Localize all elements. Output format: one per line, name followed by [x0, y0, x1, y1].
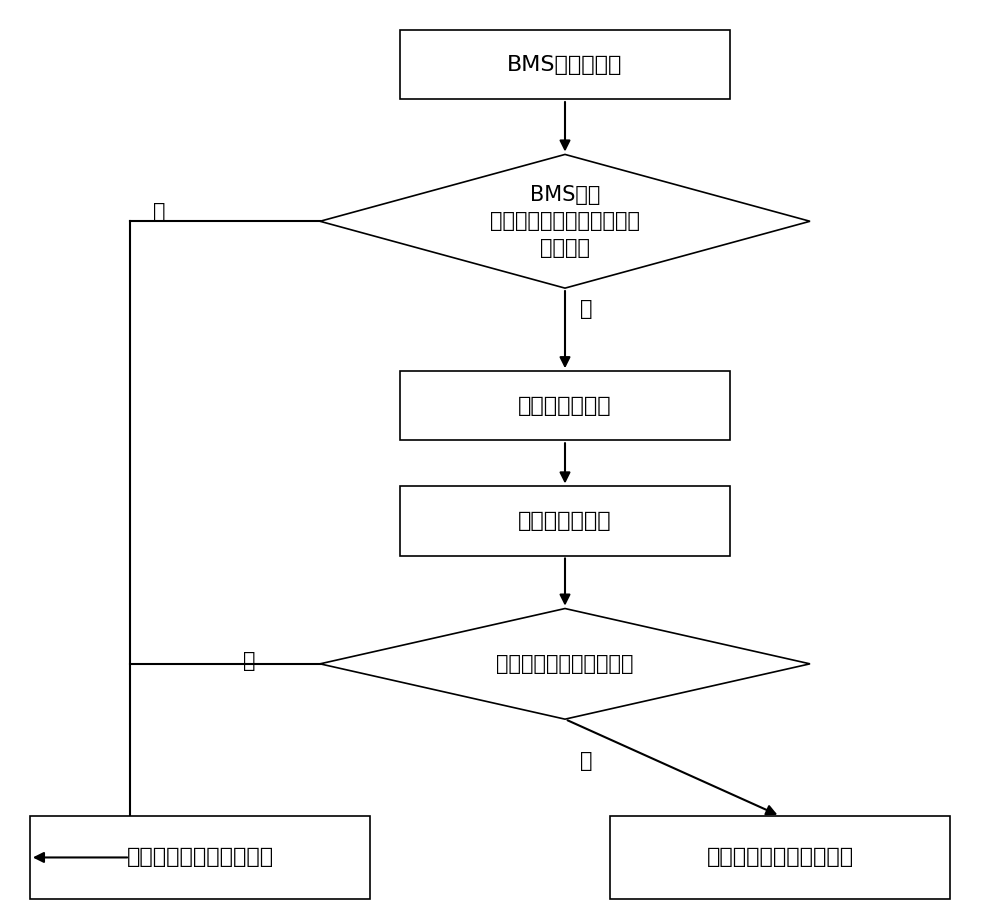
Text: BMS检测
是否接收到车载终端发送的
第一报文: BMS检测 是否接收到车载终端发送的 第一报文	[490, 185, 640, 257]
FancyBboxPatch shape	[30, 816, 370, 899]
Text: 判断第二层认证是否成功: 判断第二层认证是否成功	[496, 654, 634, 674]
Text: BMS检测到插枪: BMS检测到插枪	[507, 54, 623, 75]
Text: 认证成功，车载终端正常: 认证成功，车载终端正常	[706, 847, 854, 868]
FancyBboxPatch shape	[400, 371, 730, 440]
Polygon shape	[320, 155, 810, 288]
FancyBboxPatch shape	[400, 30, 730, 99]
Text: 否: 否	[152, 202, 165, 222]
FancyBboxPatch shape	[610, 816, 950, 899]
Text: 是: 是	[580, 751, 592, 771]
Text: 进行第二层认证: 进行第二层认证	[518, 511, 612, 531]
Text: 认证失败，车载终端异常: 认证失败，车载终端异常	[126, 847, 274, 868]
Text: 第一层认证成功: 第一层认证成功	[518, 396, 612, 416]
FancyBboxPatch shape	[400, 487, 730, 555]
Text: 否: 否	[242, 651, 255, 671]
Polygon shape	[320, 609, 810, 719]
Text: 是: 是	[580, 299, 592, 319]
